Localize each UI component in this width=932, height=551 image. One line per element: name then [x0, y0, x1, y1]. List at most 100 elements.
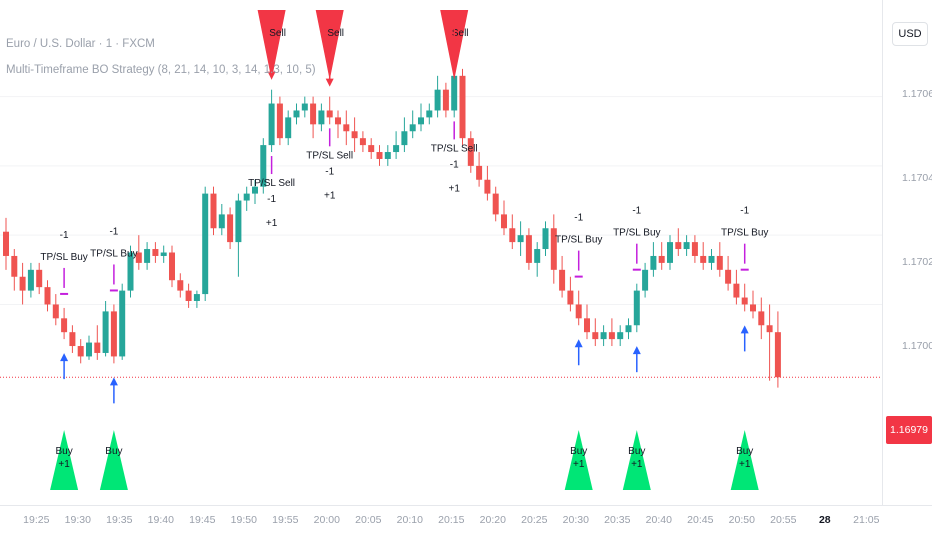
- time-tick: 20:40: [645, 514, 672, 526]
- candle-body: [525, 235, 532, 263]
- buy-label: +1: [58, 459, 70, 470]
- candle-body: [501, 214, 507, 229]
- candle-body: [260, 145, 267, 187]
- time-tick: 20:25: [521, 514, 548, 526]
- tp-sl-label: TP/SL Buy: [613, 228, 660, 239]
- candle-body: [227, 214, 234, 243]
- buy-label: Buy: [55, 446, 72, 457]
- price-tick: 1.17000: [902, 340, 932, 352]
- exit-label: -1: [632, 206, 641, 217]
- buy-signal-triangle: [99, 430, 128, 490]
- tp-sl-label: TP/SL Buy: [40, 252, 87, 263]
- candle-body: [293, 110, 300, 118]
- time-tick: 19:40: [147, 514, 174, 526]
- buy-signal-triangle: [564, 430, 593, 490]
- candle-body: [492, 193, 499, 215]
- time-tick: 20:30: [562, 514, 589, 526]
- buy-label: +1: [573, 459, 585, 470]
- candle-body: [384, 152, 391, 159]
- candle-body: [210, 193, 217, 229]
- exit-label: -1: [740, 206, 749, 217]
- strategy-title: Multi-Timeframe BO Strategy (8, 21, 14, …: [6, 64, 316, 76]
- sell-label: Sell: [269, 28, 286, 39]
- time-tick: 28: [818, 514, 831, 526]
- candle-body: [683, 242, 690, 250]
- candle-body: [376, 152, 383, 159]
- chart-plot-area[interactable]: Buy +1 -1 TP/SL Buy Buy -1 TP/SL Buy Sell TP/SL …: [0, 0, 882, 505]
- currency-button[interactable]: USD: [892, 22, 928, 46]
- candle-body: [750, 304, 756, 312]
- candle-body: [77, 346, 84, 357]
- candle-body: [61, 318, 68, 333]
- candle-body: [301, 103, 308, 111]
- buy-arrow-head: [574, 339, 583, 348]
- candle-body: [617, 332, 624, 340]
- candle-body: [700, 255, 707, 263]
- candle-body: [193, 294, 200, 301]
- candle-body: [110, 311, 117, 357]
- time-tick: 19:55: [272, 514, 299, 526]
- candle-body: [268, 103, 275, 146]
- price-tick: 1.17020: [902, 256, 932, 268]
- candle-body: [517, 235, 524, 243]
- buy-arrow-head: [740, 325, 749, 334]
- candle-body: [202, 193, 209, 295]
- candle-body: [442, 89, 449, 111]
- buy-signal-triangle: [730, 430, 759, 490]
- time-tick: 19:50: [230, 514, 257, 526]
- candle-body: [169, 252, 175, 281]
- candle-body: [575, 304, 582, 319]
- exit-label: -1: [325, 166, 334, 177]
- entry-label: +1: [324, 190, 336, 201]
- tp-sl-label: TP/SL Buy: [555, 235, 602, 246]
- last-price-badge: 1.16979: [886, 416, 932, 444]
- candle-body: [218, 214, 225, 229]
- buy-label: Buy: [736, 446, 753, 457]
- candle-body: [691, 242, 698, 256]
- time-axis[interactable]: [0, 505, 932, 551]
- buy-signal-triangle: [50, 430, 79, 490]
- candle-body: [559, 269, 566, 291]
- candle-body: [52, 304, 59, 319]
- candle-body: [409, 124, 416, 132]
- candle-body: [152, 249, 159, 256]
- buy-label: Buy: [570, 446, 587, 457]
- candle-body: [658, 255, 665, 263]
- exit-label: -1: [450, 159, 459, 170]
- candle-body: [567, 290, 574, 305]
- candle-body: [633, 290, 640, 326]
- candle-body: [19, 276, 26, 291]
- buy-label: Buy: [105, 446, 122, 457]
- candle-body: [343, 124, 350, 132]
- candle-body: [426, 110, 433, 118]
- candle-body: [592, 332, 599, 340]
- tp-sl-label: TP/SL Sell: [248, 178, 295, 189]
- candle-body: [318, 110, 325, 125]
- candle-body: [135, 252, 142, 263]
- sell-arrow-head: [267, 71, 276, 80]
- sell-signal-triangle: [257, 10, 286, 80]
- candlestick-chart[interactable]: Buy +1 -1 TP/SL Buy Buy -1 TP/SL Buy Sell TP/SL …: [0, 0, 882, 505]
- buy-label: Buy: [628, 446, 645, 457]
- candle-body: [368, 145, 375, 153]
- candle-body: [667, 242, 673, 263]
- candle-body: [276, 103, 283, 139]
- tp-sl-label: TP/SL Sell: [306, 150, 353, 161]
- candle-body: [650, 255, 657, 270]
- time-tick: 19:35: [106, 514, 133, 526]
- time-tick: 20:10: [396, 514, 423, 526]
- candle-body: [27, 269, 34, 291]
- candle-body: [625, 325, 632, 333]
- candle-body: [3, 231, 9, 256]
- sell-label: Sell: [327, 28, 344, 39]
- time-tick: 20:05: [355, 514, 382, 526]
- candle-body: [252, 186, 258, 194]
- buy-label: +1: [739, 459, 751, 470]
- candle-body: [94, 342, 101, 353]
- time-tick: 21:05: [853, 514, 880, 526]
- buy-label: +1: [631, 459, 643, 470]
- candle-body: [335, 117, 341, 125]
- buy-signal-triangle: [622, 430, 651, 490]
- candle-body: [542, 228, 549, 250]
- time-tick: 19:30: [64, 514, 91, 526]
